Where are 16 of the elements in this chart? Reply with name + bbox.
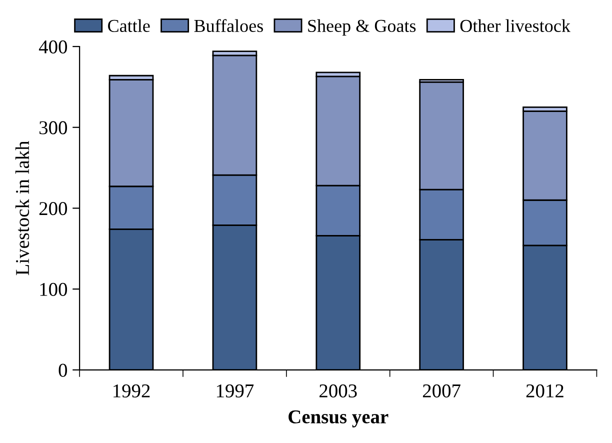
y-tick-label: 100 (40, 282, 68, 296)
legend-label: Other livestock (460, 19, 570, 32)
y-axis-title: Livestock in lakh (15, 140, 30, 276)
y-tick-label: 200 (39, 202, 68, 216)
x-tick-label: 2007 (422, 384, 460, 398)
x-tick-label: 1997 (216, 384, 254, 398)
x-tick-label: 2012 (526, 384, 564, 398)
y-tick-label: 400 (38, 40, 68, 54)
y-tick-label: 0 (58, 364, 68, 377)
x-axis-title: Census year (288, 410, 388, 428)
legend-label: Cattle (108, 19, 150, 32)
y-tick-label: 300 (40, 121, 68, 134)
legend-label: Sheep & Goats (308, 19, 416, 36)
legend-label: Buffaloes (194, 19, 263, 32)
x-tick-label: 2003 (320, 384, 357, 398)
x-tick-label: 1992 (114, 384, 150, 398)
